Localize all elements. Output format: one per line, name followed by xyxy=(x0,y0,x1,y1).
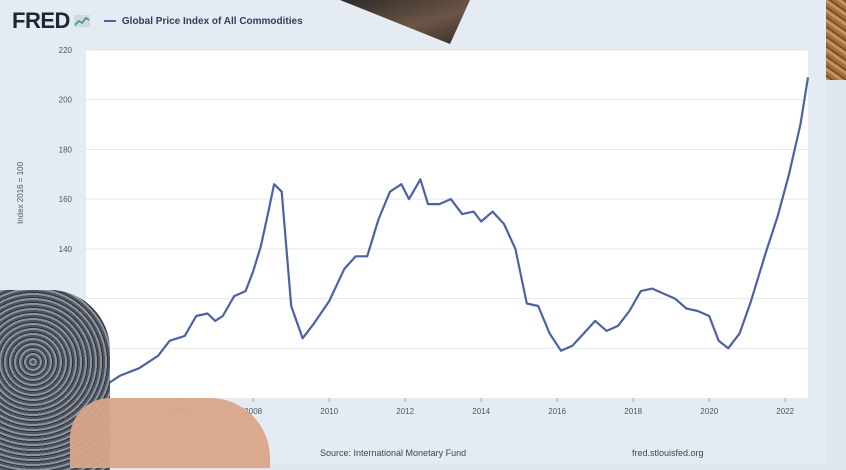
y-tick-label: 180 xyxy=(59,145,73,154)
plot-area xyxy=(86,50,808,398)
y-tick-label: 220 xyxy=(59,46,73,55)
series-line xyxy=(85,77,810,399)
fred-logo: FRED xyxy=(12,8,70,33)
x-tick-label: 2016 xyxy=(548,407,566,416)
x-tick-label: 2008 xyxy=(244,407,262,416)
x-tick-label: 2018 xyxy=(624,407,642,416)
person-hands xyxy=(70,398,270,468)
x-tick-label: 2014 xyxy=(472,407,490,416)
y-tick-label: 200 xyxy=(59,96,73,105)
fred-url[interactable]: fred.stlouisfed.org xyxy=(632,448,704,458)
line-chart: 1001201401601802002202006200820102012201… xyxy=(59,46,810,416)
source-note: Source: International Monetary Fund xyxy=(320,448,467,458)
chart-header: FRED Global Price Index of All Commoditi… xyxy=(12,8,303,34)
legend-label: Global Price Index of All Commodities xyxy=(121,15,303,27)
x-tick-label: 2020 xyxy=(700,407,718,416)
legend-swatch xyxy=(103,20,116,22)
y-tick-label: 160 xyxy=(59,195,73,204)
x-tick-label: 2010 xyxy=(320,407,338,416)
chart-line-icon xyxy=(73,15,90,27)
y-tick-label: 140 xyxy=(59,245,73,254)
x-tick-label: 2022 xyxy=(776,407,794,416)
x-tick-label: 2012 xyxy=(396,407,414,416)
chart-card: FRED Global Price Index of All Commoditi… xyxy=(12,8,810,458)
